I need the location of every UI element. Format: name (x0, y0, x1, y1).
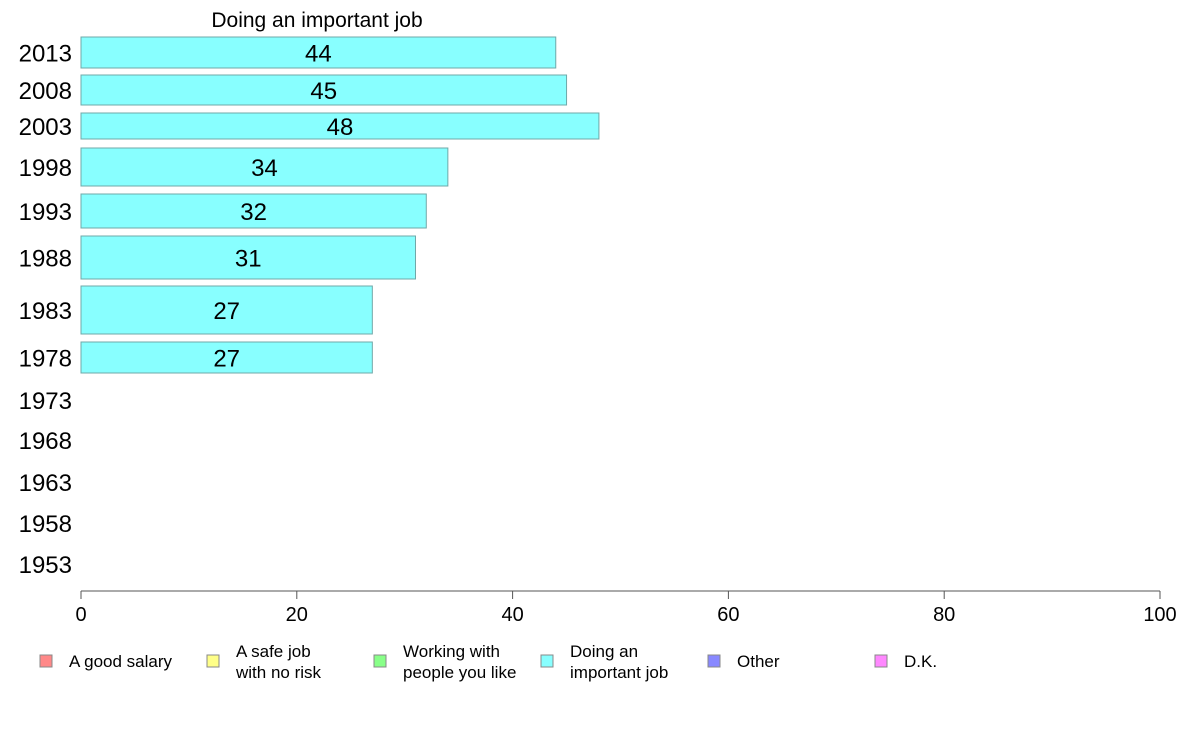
y-tick-label: 2013 (19, 41, 72, 68)
y-tick-label: 2008 (19, 78, 72, 105)
legend-swatch (707, 654, 721, 668)
x-tick-label: 0 (75, 604, 86, 626)
bar (80, 193, 427, 229)
y-tick-label: 1978 (19, 346, 72, 373)
y-tick-label: 1993 (19, 199, 72, 226)
bar (80, 341, 373, 374)
bar-value-label: 34 (251, 155, 278, 182)
legend-item: A safe job with no risk (206, 642, 322, 682)
bar (80, 147, 449, 187)
bar-value-label: 27 (213, 346, 240, 373)
x-axis: 0 20 40 60 80 100 (75, 590, 1177, 626)
legend-label: important job (570, 663, 668, 682)
chart-title: Doing an important job (211, 9, 422, 32)
legend-label: D.K. (904, 652, 937, 671)
legend-label: A good salary (69, 652, 173, 671)
legend-label: Doing an (570, 642, 638, 661)
y-tick-label: 1988 (19, 246, 72, 273)
y-tick-label: 1953 (19, 552, 72, 579)
x-tick-label: 20 (286, 604, 308, 626)
legend: A good salary A safe job with no risk Worki… (39, 642, 937, 682)
legend-label: Working with (403, 642, 500, 661)
legend-item: D.K. (874, 652, 937, 671)
bar-value-label: 32 (240, 199, 267, 226)
x-tick-label: 80 (933, 604, 955, 626)
legend-swatch (39, 654, 53, 668)
legend-swatch (540, 654, 554, 668)
y-tick-label: 2003 (19, 114, 72, 141)
y-tick-label: 1958 (19, 511, 72, 538)
bar (80, 74, 568, 106)
legend-label: A safe job (236, 642, 311, 661)
legend-item: A good salary (39, 652, 173, 671)
legend-item: Doing an important job (540, 642, 668, 682)
bar (80, 285, 373, 335)
bar-value-label: 27 (213, 298, 240, 325)
legend-swatch (874, 654, 888, 668)
legend-item: Other (707, 652, 780, 671)
y-tick-label: 1963 (19, 470, 72, 497)
bar-value-label: 31 (235, 246, 262, 273)
legend-label: with no risk (235, 663, 322, 682)
y-tick-label: 1968 (19, 428, 72, 455)
legend-label: people you like (403, 663, 516, 682)
x-tick-label: 100 (1143, 604, 1176, 626)
bar (80, 235, 416, 280)
legend-label: Other (737, 652, 780, 671)
bar-value-label: 48 (327, 114, 354, 141)
y-tick-label: 1998 (19, 155, 72, 182)
y-tick-label: 1983 (19, 298, 72, 325)
bar (80, 36, 557, 69)
plot-area: 2013 44 2008 45 2003 48 1998 34 1993 32 1988 31 1983… (19, 36, 600, 579)
x-tick-label: 40 (501, 604, 523, 626)
bar-value-label: 45 (310, 78, 337, 105)
y-tick-label: 1973 (19, 388, 72, 415)
legend-swatch (373, 654, 387, 668)
bar (80, 112, 600, 140)
legend-item: Working with people you like (373, 642, 516, 682)
legend-swatch (206, 654, 220, 668)
bar-value-label: 44 (305, 41, 332, 68)
x-tick-label: 60 (717, 604, 739, 626)
